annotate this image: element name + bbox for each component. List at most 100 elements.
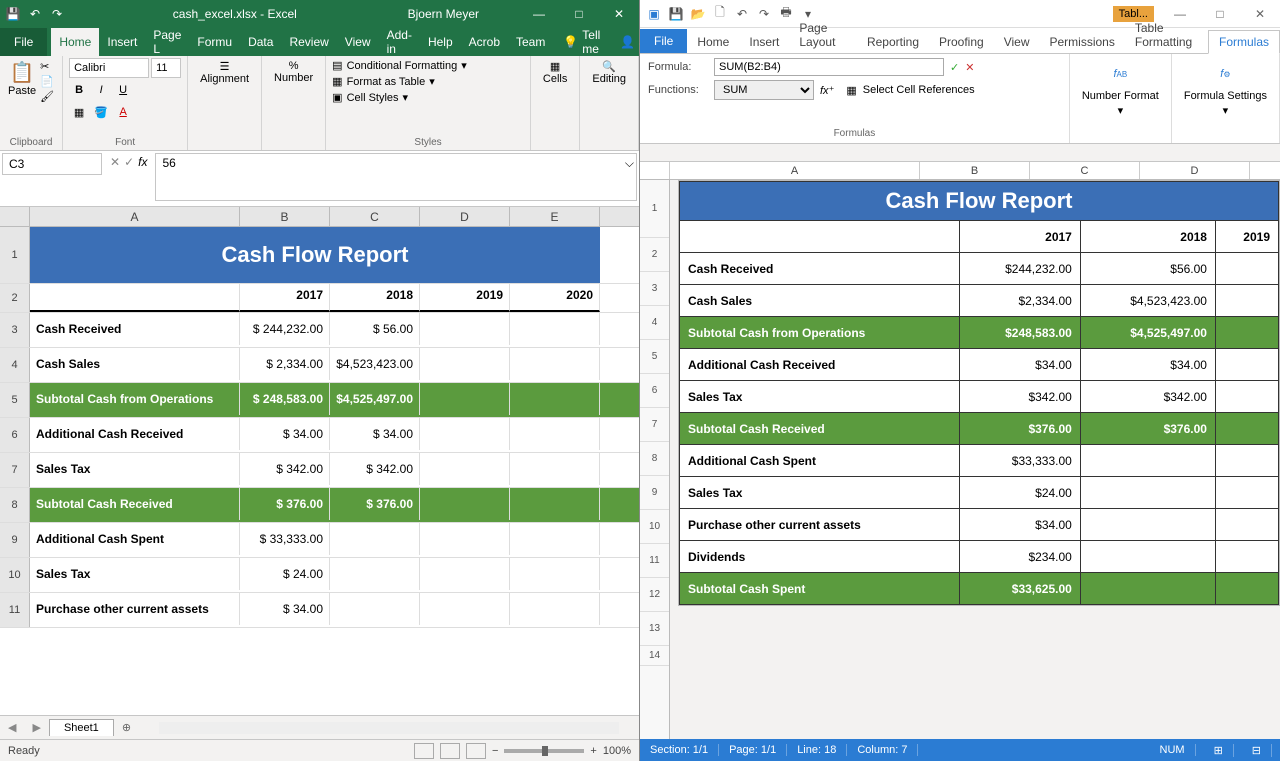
tell-me[interactable]: 💡 Tell me bbox=[553, 28, 610, 56]
border-button[interactable]: ▦ bbox=[69, 102, 89, 122]
col-C[interactable]: C bbox=[330, 207, 420, 226]
tx-year-header[interactable]: 2017 bbox=[960, 221, 1081, 253]
paste-button[interactable]: 📋 Paste bbox=[6, 58, 38, 99]
tx-corner[interactable] bbox=[640, 162, 670, 179]
cell[interactable] bbox=[510, 558, 600, 590]
tx-row-label[interactable]: Subtotal Cash Spent bbox=[680, 573, 960, 605]
cell[interactable] bbox=[510, 523, 600, 555]
underline-button[interactable]: U bbox=[113, 80, 133, 100]
tx-row-13[interactable]: 13 bbox=[640, 612, 669, 646]
cell[interactable] bbox=[510, 313, 600, 345]
cell[interactable]: $234.00 bbox=[960, 541, 1081, 573]
select-refs-icon[interactable]: ▦ bbox=[846, 84, 856, 97]
accept-formula-icon[interactable]: ✓ bbox=[950, 61, 959, 74]
number-button[interactable]: %Number bbox=[268, 58, 319, 86]
tab-insert[interactable]: Insert bbox=[99, 28, 145, 56]
undo-icon[interactable]: ↶ bbox=[734, 6, 750, 22]
format-painter-icon[interactable]: 🖌 bbox=[40, 90, 54, 103]
tx-row-10[interactable]: 10 bbox=[640, 510, 669, 544]
cell[interactable] bbox=[1215, 253, 1278, 285]
cancel-icon[interactable]: ✕ bbox=[110, 155, 120, 169]
cell[interactable]: $34.00 bbox=[960, 349, 1081, 381]
row-label[interactable]: Subtotal Cash Received bbox=[30, 488, 240, 520]
tx-row-7[interactable]: 7 bbox=[640, 408, 669, 442]
col-D[interactable]: D bbox=[420, 207, 510, 226]
cell[interactable]: $ 56.00 bbox=[330, 313, 420, 345]
select-refs-label[interactable]: Select Cell References bbox=[863, 84, 975, 96]
maximize-icon[interactable]: □ bbox=[559, 0, 599, 28]
tx-row-6[interactable]: 6 bbox=[640, 374, 669, 408]
cell[interactable] bbox=[1215, 573, 1278, 605]
tab-help[interactable]: Help bbox=[420, 28, 461, 56]
cell[interactable] bbox=[420, 488, 510, 520]
zoom-out-icon[interactable]: − bbox=[492, 745, 498, 757]
cell[interactable]: $24.00 bbox=[960, 477, 1081, 509]
cell[interactable]: $ 342.00 bbox=[330, 453, 420, 485]
font-color-button[interactable]: A bbox=[113, 102, 133, 122]
cell[interactable] bbox=[1080, 509, 1215, 541]
tab-view[interactable]: View bbox=[994, 31, 1040, 53]
cell[interactable]: $ 34.00 bbox=[240, 593, 330, 625]
tx-row-9[interactable]: 9 bbox=[640, 476, 669, 510]
cell[interactable] bbox=[420, 418, 510, 450]
row-2[interactable]: 2 bbox=[0, 284, 30, 312]
cell[interactable] bbox=[420, 558, 510, 590]
cell-styles-button[interactable]: ▣Cell Styles ▾ bbox=[332, 90, 467, 105]
cell[interactable]: $34.00 bbox=[1080, 349, 1215, 381]
cell[interactable]: $342.00 bbox=[1080, 381, 1215, 413]
cell[interactable]: $ 33,333.00 bbox=[240, 523, 330, 555]
row-label[interactable]: Additional Cash Spent bbox=[30, 523, 240, 555]
close-icon[interactable]: ✕ bbox=[599, 0, 639, 28]
cell[interactable]: $4,523,423.00 bbox=[330, 348, 420, 380]
cell[interactable] bbox=[1080, 477, 1215, 509]
tx-row-label[interactable]: Sales Tax bbox=[680, 381, 960, 413]
tx-report-title[interactable]: Cash Flow Report bbox=[680, 182, 1279, 221]
tx-row-12[interactable]: 12 bbox=[640, 578, 669, 612]
tx-row-label[interactable]: Cash Received bbox=[680, 253, 960, 285]
bold-button[interactable]: B bbox=[69, 80, 89, 100]
cell[interactable]: $33,333.00 bbox=[960, 445, 1081, 477]
fx-icon[interactable]: fx bbox=[138, 155, 147, 169]
cell[interactable]: $ 34.00 bbox=[330, 418, 420, 450]
row-4[interactable]: 4 bbox=[0, 348, 30, 382]
cell[interactable] bbox=[1080, 445, 1215, 477]
tx-col-B[interactable]: B bbox=[920, 162, 1030, 179]
tx-row-5[interactable]: 5 bbox=[640, 340, 669, 374]
row-label[interactable]: Subtotal Cash from Operations bbox=[30, 383, 240, 415]
tab-formulas[interactable]: Formu bbox=[189, 28, 240, 56]
col-E[interactable]: E bbox=[510, 207, 600, 226]
zoom-in-icon[interactable]: + bbox=[590, 745, 596, 757]
cell[interactable]: $ 34.00 bbox=[240, 418, 330, 450]
cell[interactable] bbox=[510, 348, 600, 380]
tx-row-label[interactable]: Purchase other current assets bbox=[680, 509, 960, 541]
row-label[interactable]: Purchase other current assets bbox=[30, 593, 240, 625]
row-7[interactable]: 7 bbox=[0, 453, 30, 487]
year-header[interactable]: 2019 bbox=[420, 284, 510, 312]
normal-view-icon[interactable] bbox=[414, 743, 434, 759]
alignment-button[interactable]: ☰Alignment bbox=[194, 58, 255, 87]
tab-proofing[interactable]: Proofing bbox=[929, 31, 994, 53]
tab-review[interactable]: Review bbox=[281, 28, 336, 56]
tx-row-3[interactable]: 3 bbox=[640, 272, 669, 306]
cell[interactable]: $4,525,497.00 bbox=[330, 383, 420, 415]
add-sheet-icon[interactable]: ⊕ bbox=[114, 721, 139, 734]
tx-col-A[interactable]: A bbox=[670, 162, 920, 179]
italic-button[interactable]: I bbox=[91, 80, 111, 100]
cell[interactable] bbox=[1215, 541, 1278, 573]
cell[interactable]: $376.00 bbox=[960, 413, 1081, 445]
year-header[interactable]: 2017 bbox=[240, 284, 330, 312]
cancel-formula-icon[interactable]: ✕ bbox=[965, 61, 974, 74]
tx-row-label[interactable]: Dividends bbox=[680, 541, 960, 573]
cell[interactable]: $ 24.00 bbox=[240, 558, 330, 590]
cell[interactable]: $4,525,497.00 bbox=[1080, 317, 1215, 349]
tab-permissions[interactable]: Permissions bbox=[1040, 31, 1125, 53]
cell[interactable]: $ 244,232.00 bbox=[240, 313, 330, 345]
insert-function-icon[interactable]: fx⁺ bbox=[820, 84, 834, 97]
cell[interactable] bbox=[330, 558, 420, 590]
zoom-slider[interactable] bbox=[504, 749, 584, 753]
cell[interactable]: $ 2,334.00 bbox=[240, 348, 330, 380]
font-size-combo[interactable]: 11 bbox=[151, 58, 181, 78]
cell[interactable] bbox=[1080, 541, 1215, 573]
tab-view[interactable]: View bbox=[337, 28, 379, 56]
row-label[interactable]: Additional Cash Received bbox=[30, 418, 240, 450]
